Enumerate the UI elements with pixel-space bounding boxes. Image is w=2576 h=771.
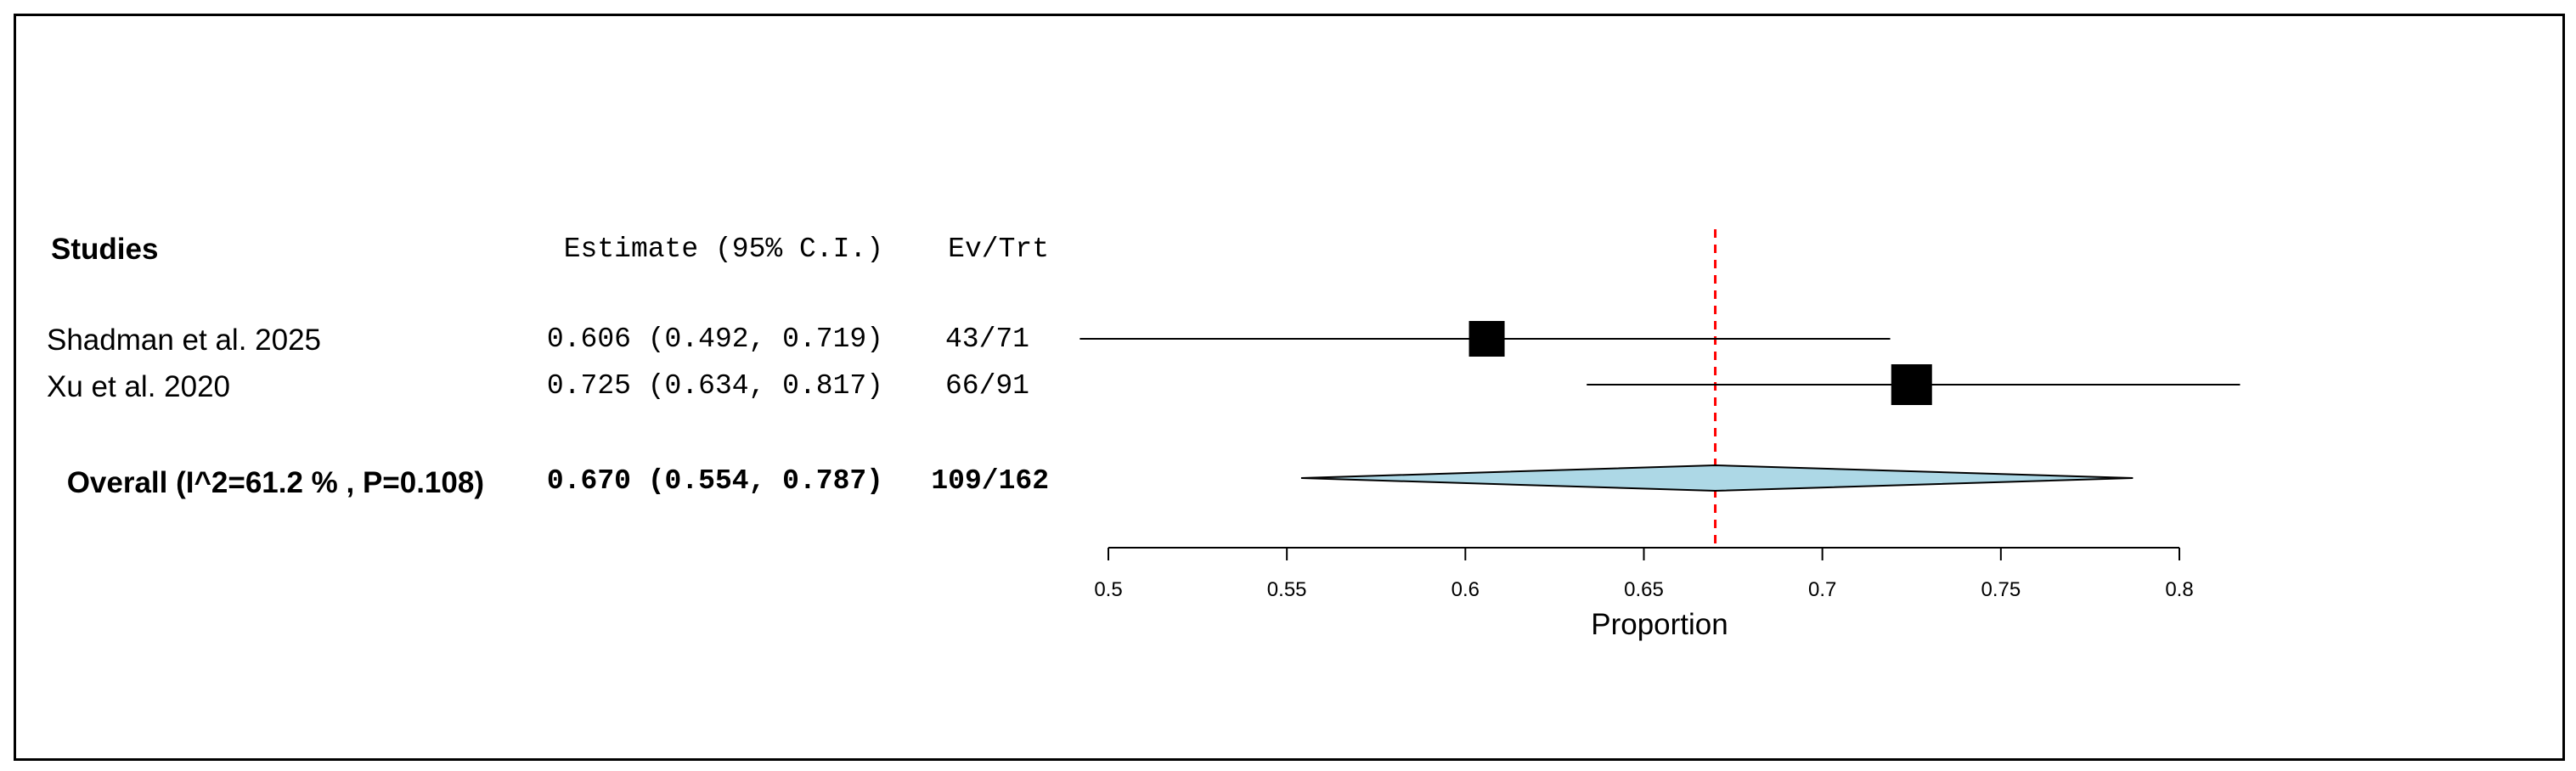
x-tick-label: 0.55: [1267, 578, 1307, 601]
overall-diamond: [1300, 464, 2134, 492]
study-estimate: 0.725 (0.634, 0.817): [547, 370, 883, 402]
plot-frame: [14, 14, 2565, 761]
x-tick-label: 0.6: [1451, 578, 1480, 601]
overall-estimate: 0.670 (0.554, 0.787): [547, 465, 883, 497]
x-tick-label: 0.7: [1808, 578, 1836, 601]
study-name: Shadman et al. 2025: [47, 324, 321, 357]
study-events: 43/71: [945, 324, 1029, 355]
x-tick-label: 0.65: [1624, 578, 1664, 601]
overall-name: Overall (I^2=61.2 % , P=0.108): [67, 466, 484, 499]
study-estimate: 0.606 (0.492, 0.719): [547, 324, 883, 355]
study-point-box: [1891, 364, 1932, 405]
x-tick-label: 0.5: [1094, 578, 1122, 601]
study-point-box: [1468, 321, 1505, 357]
x-axis-label: Proportion: [1591, 608, 1728, 641]
study-name: Xu et al. 2020: [47, 370, 230, 403]
header-studies: Studies: [51, 233, 158, 266]
x-tick-label: 0.75: [1981, 578, 2021, 601]
header-estimate: Estimate (95% C.I.): [564, 234, 883, 265]
overall-events: 109/162: [931, 465, 1049, 497]
x-tick-label: 0.8: [2165, 578, 2193, 601]
study-events: 66/91: [945, 370, 1029, 402]
header-events: Ev/Trt: [948, 234, 1049, 265]
